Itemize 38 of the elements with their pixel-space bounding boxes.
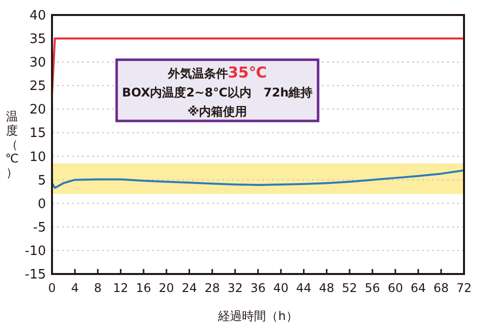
x-tick-label: 0 [48,281,56,295]
y-tick-label: 0 [38,196,46,212]
annotation: 外気温条件 [166,66,228,81]
x-tick-label: 52 [342,281,358,295]
x-tick-label: 44 [296,281,312,295]
x-tick-label: 40 [273,281,289,295]
x-tick-label: 8 [94,281,102,295]
x-tick-label: 48 [319,281,334,295]
x-tick-label: 32 [227,281,243,295]
y-tick-label: 25 [29,79,46,94]
y-tick-label: 30 [29,56,46,71]
y-tick-label: 15 [29,126,46,142]
x-tick-label: 60 [388,281,403,295]
x-tick-label: 64 [410,281,426,295]
x-tick-label: 12 [113,281,128,295]
y-tick-label: 35 [29,32,46,48]
y-tick-label: 40 [29,8,46,24]
annotation: ※内箱使用 [188,104,248,119]
x-tick-label: 4 [71,281,79,295]
annotation: 35℃ [228,64,267,82]
y-tick-label: 5 [38,173,46,188]
y-tick-label: -15 [24,268,46,282]
y-axis-title: 温度（℃） [5,110,19,180]
x-axis-title: 経過時間（h） [217,309,298,323]
x-tick-label: 24 [182,281,197,295]
x-tick-label: 68 [433,281,449,295]
x-tick-label: 28 [204,281,220,295]
x-tick-label: 72 [456,281,472,295]
y-tick-label: -5 [33,220,46,236]
x-tick-label: 16 [136,281,152,295]
annotation: BOX内温度2~8℃以内 72h維持 [122,86,313,100]
line-series [51,169,465,189]
x-tick-label: 36 [250,281,266,295]
y-tick-label: 10 [29,150,46,165]
y-tick-label: 20 [29,102,46,118]
x-tick-label: 20 [158,281,174,295]
x-tick-label: 56 [364,281,380,295]
y-tick-label: -10 [24,244,46,259]
